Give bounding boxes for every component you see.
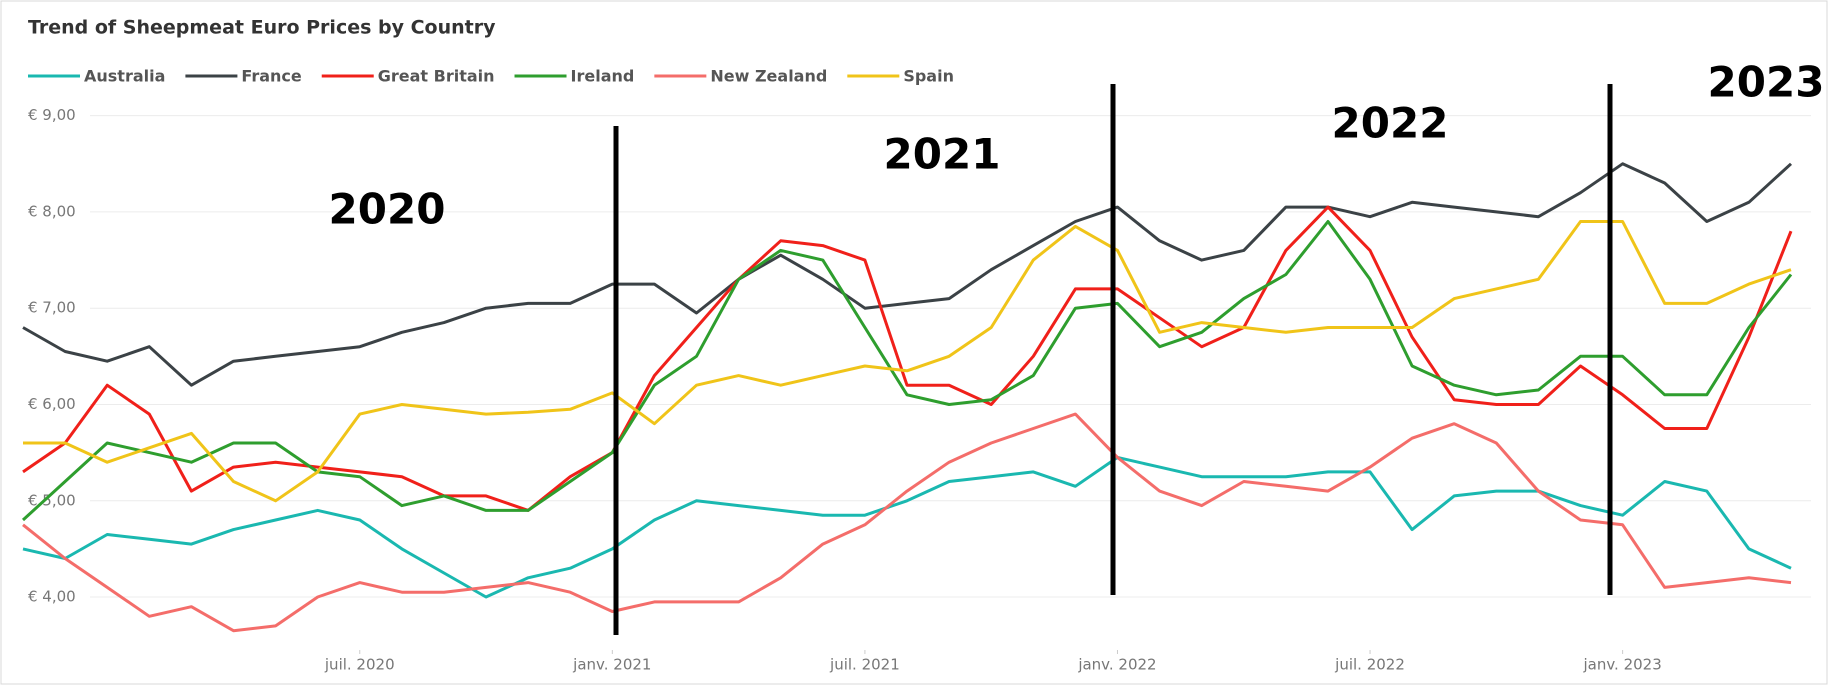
lines: [21, 162, 1793, 633]
legend-label: France: [241, 67, 301, 86]
series-line: [22, 455, 1792, 599]
chart-title: Trend of Sheepmeat Euro Prices by Countr…: [28, 17, 496, 39]
y-tick-label: € 7,00: [28, 299, 76, 317]
x-tick-label: juil. 2021: [829, 656, 900, 674]
y-tick-label: € 9,00: [28, 106, 76, 124]
y-tick-label: € 8,00: [28, 202, 76, 220]
annotation: 2020: [329, 185, 446, 234]
legend-label: Ireland: [571, 67, 635, 86]
legend-label: Spain: [903, 67, 954, 86]
series-line: [23, 220, 1792, 503]
series-line: [22, 205, 1793, 512]
series-line: [22, 162, 1793, 387]
annotation: 2021: [884, 130, 1001, 179]
legend-label: Australia: [84, 67, 165, 86]
x-tick-label: janv. 2022: [1077, 656, 1156, 674]
y-tick-label: € 4,00: [28, 588, 76, 606]
x-tick-label: janv. 2021: [572, 656, 651, 674]
x-tick-label: juil. 2020: [324, 656, 395, 674]
x-tick-label: juil. 2022: [1334, 656, 1405, 674]
annotation: 2023: [1708, 58, 1825, 107]
annotation: 2022: [1332, 99, 1449, 148]
legend-label: Great Britain: [378, 67, 495, 86]
series-line: [22, 412, 1792, 633]
legend-label: New Zealand: [710, 67, 827, 86]
y-tick-label: € 6,00: [28, 395, 76, 413]
grid: € 4,00€ 5,00€ 6,00€ 7,00€ 8,00€ 9,00juil…: [28, 106, 1811, 674]
x-tick-label: janv. 2023: [1582, 656, 1661, 674]
year-markers: 2020 2021 2022 2023: [329, 58, 1825, 635]
